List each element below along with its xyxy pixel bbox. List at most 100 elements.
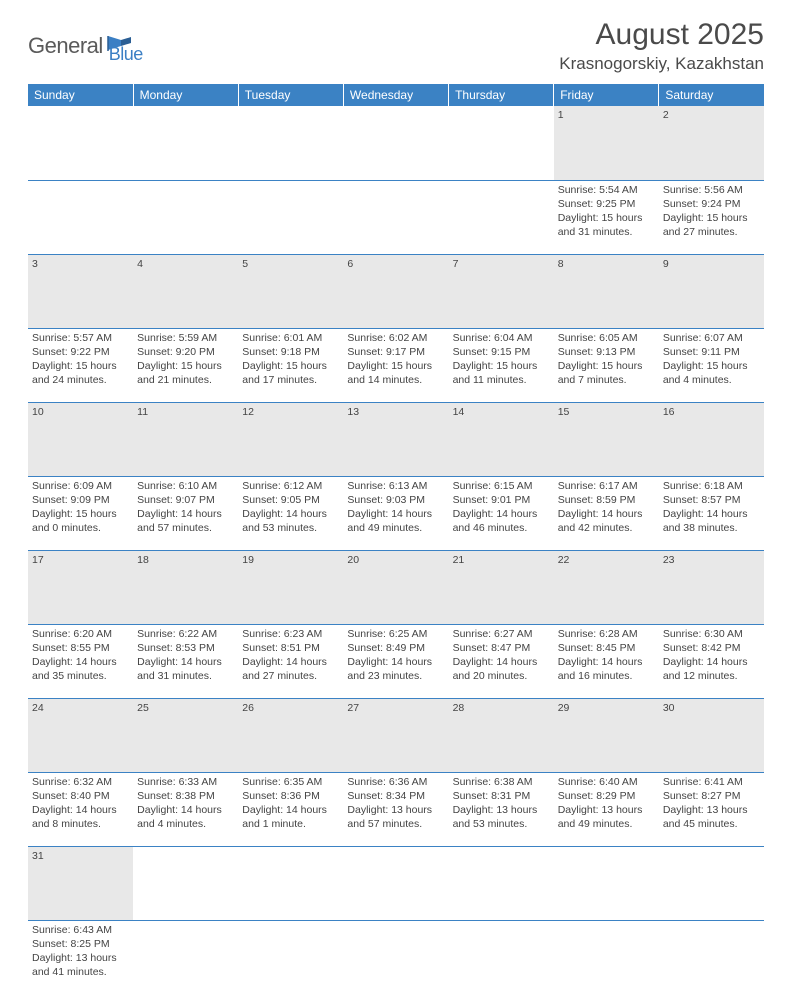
daylight-text: and 53 minutes. (453, 817, 550, 831)
day-number-cell: 22 (554, 550, 659, 624)
day-cell: Sunrise: 6:40 AMSunset: 8:29 PMDaylight:… (554, 772, 659, 846)
sunrise-text: Sunrise: 6:27 AM (453, 627, 550, 641)
daylight-text: Daylight: 14 hours (453, 507, 550, 521)
day-cell: Sunrise: 6:38 AMSunset: 8:31 PMDaylight:… (449, 772, 554, 846)
daylight-text: Daylight: 14 hours (32, 803, 129, 817)
day-cell (238, 180, 343, 254)
daylight-text: Daylight: 14 hours (663, 655, 760, 669)
day-cell: Sunrise: 6:23 AMSunset: 8:51 PMDaylight:… (238, 624, 343, 698)
daylight-text: Daylight: 15 hours (347, 359, 444, 373)
sunset-text: Sunset: 8:45 PM (558, 641, 655, 655)
sunrise-text: Sunrise: 6:30 AM (663, 627, 760, 641)
daylight-text: and 20 minutes. (453, 669, 550, 683)
day-cell (449, 180, 554, 254)
daylight-text: and 31 minutes. (137, 669, 234, 683)
sunrise-text: Sunrise: 6:10 AM (137, 479, 234, 493)
day-number-cell: 1 (554, 106, 659, 180)
day-header: Thursday (449, 84, 554, 106)
daylight-text: Daylight: 14 hours (137, 507, 234, 521)
sunset-text: Sunset: 9:01 PM (453, 493, 550, 507)
logo: General Blue (28, 26, 143, 65)
daylight-text: Daylight: 14 hours (347, 507, 444, 521)
sunrise-text: Sunrise: 6:35 AM (242, 775, 339, 789)
day-number-cell: 18 (133, 550, 238, 624)
day-number-cell: 17 (28, 550, 133, 624)
daylight-text: and 1 minute. (242, 817, 339, 831)
day-content-row: Sunrise: 6:43 AMSunset: 8:25 PMDaylight:… (28, 920, 764, 994)
day-number-cell (449, 846, 554, 920)
day-cell: Sunrise: 6:12 AMSunset: 9:05 PMDaylight:… (238, 476, 343, 550)
daylight-text: Daylight: 15 hours (663, 359, 760, 373)
daylight-text: and 12 minutes. (663, 669, 760, 683)
title-block: August 2025 Krasnogorskiy, Kazakhstan (559, 18, 764, 74)
daylight-text: and 4 minutes. (663, 373, 760, 387)
daylight-text: and 8 minutes. (32, 817, 129, 831)
daylight-text: Daylight: 15 hours (32, 359, 129, 373)
daylight-text: and 46 minutes. (453, 521, 550, 535)
sunrise-text: Sunrise: 6:12 AM (242, 479, 339, 493)
calendar-table: Sunday Monday Tuesday Wednesday Thursday… (28, 84, 764, 994)
sunset-text: Sunset: 8:49 PM (347, 641, 444, 655)
day-cell: Sunrise: 6:43 AMSunset: 8:25 PMDaylight:… (28, 920, 133, 994)
day-cell: Sunrise: 6:15 AMSunset: 9:01 PMDaylight:… (449, 476, 554, 550)
sunset-text: Sunset: 8:53 PM (137, 641, 234, 655)
daylight-text: Daylight: 15 hours (453, 359, 550, 373)
day-cell: Sunrise: 6:20 AMSunset: 8:55 PMDaylight:… (28, 624, 133, 698)
sunset-text: Sunset: 8:51 PM (242, 641, 339, 655)
sunrise-text: Sunrise: 6:40 AM (558, 775, 655, 789)
day-number-cell: 23 (659, 550, 764, 624)
day-number-cell: 9 (659, 254, 764, 328)
day-cell: Sunrise: 6:07 AMSunset: 9:11 PMDaylight:… (659, 328, 764, 402)
logo-text-1: General (28, 33, 103, 59)
day-cell (238, 920, 343, 994)
day-number-cell (28, 106, 133, 180)
daylight-text: Daylight: 15 hours (32, 507, 129, 521)
day-number-cell (238, 846, 343, 920)
day-cell: Sunrise: 6:09 AMSunset: 9:09 PMDaylight:… (28, 476, 133, 550)
sunset-text: Sunset: 9:18 PM (242, 345, 339, 359)
daylight-text: and 11 minutes. (453, 373, 550, 387)
day-number-cell (133, 106, 238, 180)
day-cell: Sunrise: 6:27 AMSunset: 8:47 PMDaylight:… (449, 624, 554, 698)
daylight-text: and 7 minutes. (558, 373, 655, 387)
day-cell: Sunrise: 6:33 AMSunset: 8:38 PMDaylight:… (133, 772, 238, 846)
day-number-cell: 28 (449, 698, 554, 772)
sunrise-text: Sunrise: 6:22 AM (137, 627, 234, 641)
daylight-text: Daylight: 14 hours (137, 803, 234, 817)
day-cell: Sunrise: 6:28 AMSunset: 8:45 PMDaylight:… (554, 624, 659, 698)
day-content-row: Sunrise: 5:54 AMSunset: 9:25 PMDaylight:… (28, 180, 764, 254)
day-cell: Sunrise: 6:10 AMSunset: 9:07 PMDaylight:… (133, 476, 238, 550)
day-cell: Sunrise: 6:25 AMSunset: 8:49 PMDaylight:… (343, 624, 448, 698)
daylight-text: and 17 minutes. (242, 373, 339, 387)
day-number-cell (343, 846, 448, 920)
sunset-text: Sunset: 9:03 PM (347, 493, 444, 507)
day-cell: Sunrise: 6:13 AMSunset: 9:03 PMDaylight:… (343, 476, 448, 550)
daylight-text: Daylight: 13 hours (347, 803, 444, 817)
sunset-text: Sunset: 9:09 PM (32, 493, 129, 507)
daylight-text: Daylight: 14 hours (242, 803, 339, 817)
day-cell (449, 920, 554, 994)
daylight-text: and 35 minutes. (32, 669, 129, 683)
day-content-row: Sunrise: 6:20 AMSunset: 8:55 PMDaylight:… (28, 624, 764, 698)
day-cell (343, 180, 448, 254)
day-number-cell: 25 (133, 698, 238, 772)
sunrise-text: Sunrise: 5:57 AM (32, 331, 129, 345)
day-cell: Sunrise: 6:18 AMSunset: 8:57 PMDaylight:… (659, 476, 764, 550)
sunset-text: Sunset: 9:07 PM (137, 493, 234, 507)
daylight-text: Daylight: 13 hours (663, 803, 760, 817)
daylight-text: and 14 minutes. (347, 373, 444, 387)
sunset-text: Sunset: 9:05 PM (242, 493, 339, 507)
day-number-row: 17181920212223 (28, 550, 764, 624)
day-number-cell: 24 (28, 698, 133, 772)
day-cell: Sunrise: 5:54 AMSunset: 9:25 PMDaylight:… (554, 180, 659, 254)
day-number-cell (133, 846, 238, 920)
daylight-text: and 57 minutes. (347, 817, 444, 831)
sunset-text: Sunset: 9:17 PM (347, 345, 444, 359)
day-cell: Sunrise: 6:36 AMSunset: 8:34 PMDaylight:… (343, 772, 448, 846)
sunset-text: Sunset: 8:27 PM (663, 789, 760, 803)
sunrise-text: Sunrise: 6:28 AM (558, 627, 655, 641)
daylight-text: Daylight: 15 hours (663, 211, 760, 225)
day-header-row: Sunday Monday Tuesday Wednesday Thursday… (28, 84, 764, 106)
sunset-text: Sunset: 8:25 PM (32, 937, 129, 951)
sunrise-text: Sunrise: 6:05 AM (558, 331, 655, 345)
